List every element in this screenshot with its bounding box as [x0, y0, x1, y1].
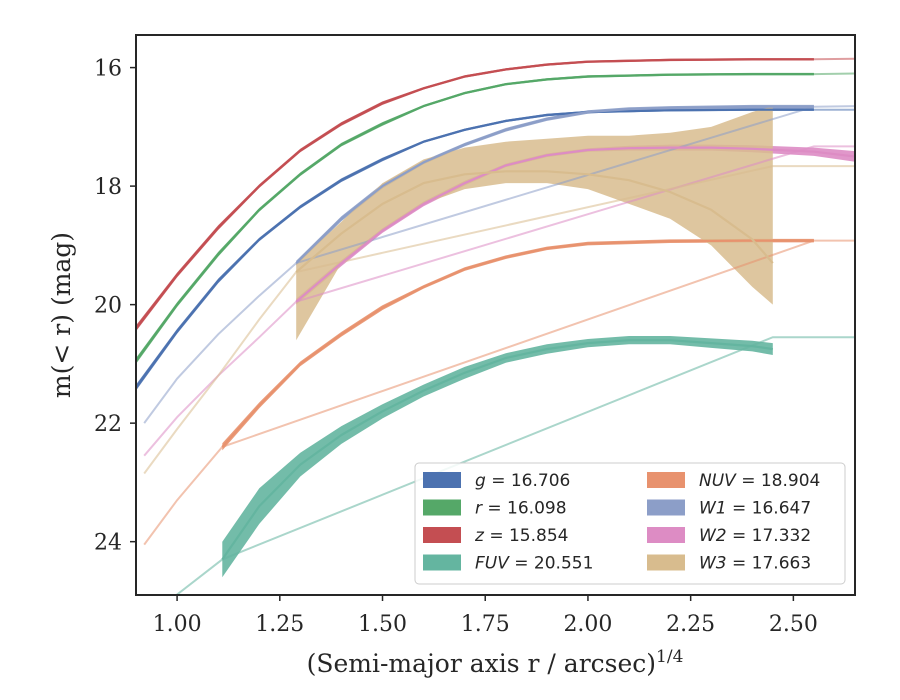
- legend: g = 16.706 r = 16.098 z = 15.854 FUV = 20.5…: [414, 462, 846, 585]
- fuv-legend-swatch: [423, 554, 461, 571]
- fuv-extrapolation-line: [174, 336, 855, 595]
- w2-line: [295, 146, 855, 303]
- x-tick-label: 2.00: [563, 612, 612, 637]
- error-bands: [136, 58, 855, 578]
- y-axis-label: m(< r) (mag): [47, 232, 76, 398]
- fuv-legend-label: FUV = 20.551: [475, 554, 593, 574]
- w2-extrapolation-line: [143, 145, 855, 457]
- plot-frame: [135, 34, 856, 596]
- w2-legend-label: W2 = 17.332: [699, 526, 811, 546]
- x-axis-ticks: 1.00 1.25 1.50 1.75 2.00 2.25 2.50: [153, 595, 818, 637]
- x-tick-label: 1.25: [255, 612, 304, 637]
- w1-legend-label: W1 = 16.647: [699, 499, 811, 519]
- w2-legend-swatch: [647, 527, 685, 543]
- w3-legend-label: W3 = 17.663: [699, 554, 811, 574]
- nuv-line: [221, 239, 814, 448]
- r-legend-label: r = 16.098: [475, 499, 567, 519]
- g-legend-swatch: [423, 472, 461, 488]
- y-tick-label: 18: [94, 175, 122, 200]
- z-legend-swatch: [423, 527, 461, 543]
- nuv-legend-label: NUV = 18.904: [699, 471, 820, 491]
- w1-legend-swatch: [647, 499, 685, 516]
- x-tick-label: 1.75: [461, 612, 510, 637]
- w3-extrapolation-line: [143, 165, 855, 475]
- g-line: [136, 108, 814, 389]
- x-tick-label: 2.25: [666, 612, 715, 637]
- r-line: [136, 72, 814, 362]
- z-line: [136, 58, 814, 329]
- r-extrapolation-line: [813, 72, 855, 76]
- y-tick-label: 22: [94, 412, 122, 437]
- series-lines: [136, 58, 855, 561]
- x-tick-label: 1.50: [358, 612, 407, 637]
- legend-frame: [414, 462, 846, 585]
- x-axis-label: (Semi-major axis r / arcsec)1/4: [307, 647, 684, 678]
- w3-line: [295, 170, 774, 273]
- z-extrapolation-line: [813, 57, 855, 61]
- fuv-line: [221, 339, 773, 561]
- x-tick-label: 2.50: [769, 612, 818, 637]
- x-tick-label: 1.00: [153, 612, 202, 637]
- w3-legend-swatch: [647, 554, 685, 571]
- z-legend-label: z = 15.854: [474, 526, 568, 546]
- y-tick-label: 20: [94, 294, 122, 319]
- r-legend-swatch: [423, 499, 461, 516]
- w1-line: [295, 105, 814, 264]
- extrapolation-lines: [143, 57, 855, 595]
- y-axis-ticks: 16 18 20 22 24: [94, 57, 136, 556]
- w3-error-band: [296, 106, 773, 341]
- g-legend-label: g = 16.706: [475, 471, 570, 491]
- y-tick-label: 16: [94, 57, 122, 82]
- y-tick-label: 24: [94, 531, 122, 556]
- nuv-legend-swatch: [647, 472, 685, 488]
